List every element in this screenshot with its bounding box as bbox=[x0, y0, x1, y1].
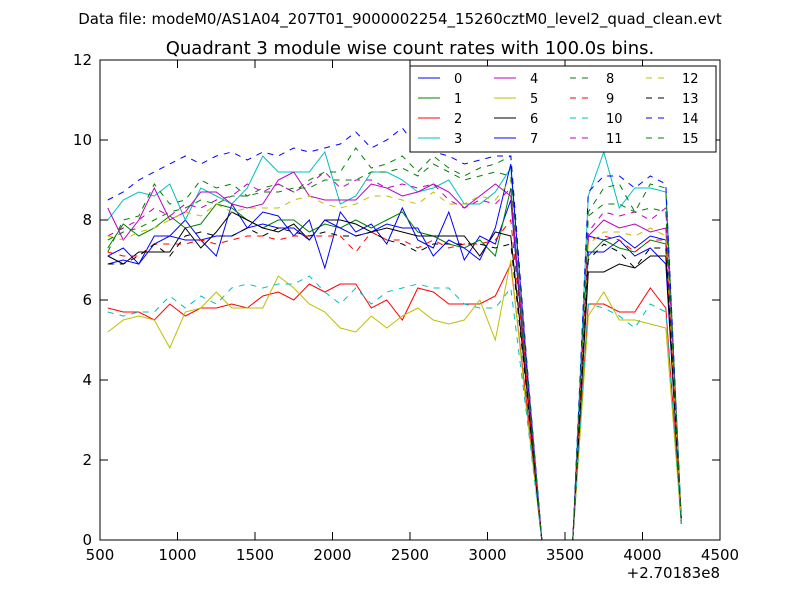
x-tick-label: 2000 bbox=[313, 546, 351, 564]
series-7-line bbox=[107, 163, 682, 541]
x-tick-label: 4500 bbox=[701, 546, 739, 564]
legend-label-4: 4 bbox=[530, 72, 538, 87]
series-15-line bbox=[107, 163, 682, 541]
legend-label-2: 2 bbox=[454, 112, 462, 127]
legend-label-11: 11 bbox=[606, 132, 623, 147]
legend-label-12: 12 bbox=[682, 72, 699, 87]
y-tick-label: 4 bbox=[82, 371, 92, 389]
legend-label-6: 6 bbox=[530, 112, 538, 127]
y-tick-label: 6 bbox=[82, 291, 92, 309]
legend-label-1: 1 bbox=[454, 92, 462, 107]
series-12-line bbox=[107, 178, 682, 541]
axis-ticks: 500 1000 1500 2000 2500 3000 3500 4000 4500 0 2 4 6 8… bbox=[73, 51, 739, 564]
series-3-line bbox=[107, 150, 682, 541]
y-tick-label: 12 bbox=[73, 51, 92, 69]
series-11-line bbox=[107, 171, 682, 541]
series-0-line bbox=[107, 199, 682, 541]
legend-label-8: 8 bbox=[606, 72, 614, 87]
legend-label-5: 5 bbox=[530, 92, 538, 107]
y-tick-label: 0 bbox=[82, 531, 92, 549]
legend-label-9: 9 bbox=[606, 92, 614, 107]
x-tick-label: 3500 bbox=[546, 546, 584, 564]
x-tick-label: 2500 bbox=[391, 546, 429, 564]
legend-label-14: 14 bbox=[682, 112, 699, 127]
x-tick-label: 3000 bbox=[468, 546, 506, 564]
legend-label-10: 10 bbox=[606, 112, 623, 127]
x-tick-label: 4000 bbox=[623, 546, 661, 564]
x-tick-label: 1500 bbox=[236, 546, 274, 564]
y-tick-label: 8 bbox=[82, 211, 92, 229]
legend-label-3: 3 bbox=[454, 132, 462, 147]
y-tick-label: 10 bbox=[73, 131, 92, 149]
series-5-line bbox=[107, 259, 682, 541]
series-9-line bbox=[107, 218, 682, 541]
legend-label-13: 13 bbox=[682, 92, 699, 107]
series-13-line bbox=[107, 227, 682, 541]
plot-lines bbox=[107, 127, 682, 541]
legend-label-15: 15 bbox=[682, 132, 699, 147]
x-tick-label: 1000 bbox=[158, 546, 196, 564]
series-8-line bbox=[107, 147, 682, 541]
legend-label-0: 0 bbox=[454, 72, 462, 87]
legend-label-7: 7 bbox=[530, 132, 538, 147]
series-6-line bbox=[107, 211, 682, 541]
series-10-line bbox=[107, 275, 682, 541]
legend-frame bbox=[409, 65, 717, 153]
series-1-line bbox=[107, 187, 682, 541]
series-14-line bbox=[107, 127, 682, 541]
chart-title: Quadrant 3 module wise count rates with … bbox=[166, 38, 655, 59]
y-tick-label: 2 bbox=[82, 451, 92, 469]
x-tick-label: 500 bbox=[86, 546, 115, 564]
figure-suptitle: Data file: modeM0/AS1A04_207T01_90000022… bbox=[78, 10, 722, 29]
x-offset-label: +2.70183e8 bbox=[627, 564, 720, 582]
